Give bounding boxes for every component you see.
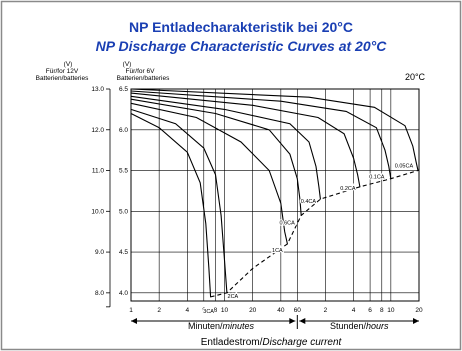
x-tick-label: 20 [249,307,257,314]
x-tick-label: 8 [380,307,384,314]
curve-label-3CA: 3CA [203,309,214,315]
curve-label-0.1CA: 0.1CA [369,175,385,181]
final-voltage-curve [210,169,419,298]
y-left-tick-label: 8.0 [95,290,104,297]
hours-arrow-head-left [299,318,306,324]
y-left-unit: (V) [64,61,73,68]
y-right-tick-label: 4.0 [119,290,128,297]
chart-subtitle: NP Discharge Characteristic Curves at 20… [96,38,388,54]
curve-label-2CA: 2CA [228,294,239,300]
x-tick-label: 4 [185,307,189,314]
y-right-tick-label: 6.5 [119,86,128,93]
x-tick-label: 10 [221,307,229,314]
x-tick-label: 1 [129,307,133,314]
hours-arrow-head-right [413,318,419,324]
y-left-tick-label: 9.0 [95,249,104,256]
curve-0.05CA [130,88,419,172]
curve-0.1CA [130,90,392,180]
x-tick-label: 2 [157,307,161,314]
temperature-label: 20°C [405,72,426,82]
minutes-label: Minuten/minutes [188,321,255,331]
x-tick-label: 4 [352,307,356,314]
curve-1CA [130,102,288,245]
y-left-tick-label: 13.0 [91,86,104,93]
x-tick-label: 6 [202,307,206,314]
plot-border [130,88,420,302]
curve-3CA [130,112,212,298]
x-tick-label: 10 [387,307,395,314]
x-tick-label: 20 [415,307,423,314]
y-right-tick-label: 4.5 [119,249,128,256]
plot-area: 13.0 12.0 11.0 10.0 9.0 8.0 6.5 6.0 5.5 5.0 4.5 4.0… [91,86,423,329]
curve-label-0.05CA: 0.05CA [395,164,414,170]
y-left-tick-label: 10.0 [91,208,104,215]
curve-0.6CA [130,98,302,216]
y-right-tick-label: 5.5 [119,168,128,175]
x-axis-title: Entladestrom/Discharge current [201,337,343,348]
y-right-label-2: Batterien/batteries [117,75,171,82]
curve-label-1CA: 1CA [272,248,283,254]
y-right-label-1: Für/for 6V [126,68,156,75]
x-tick-label: 8 [214,307,218,314]
curve-label-0.2CA: 0.2CA [340,186,356,192]
curve-0.2CA [130,92,361,188]
y-left-label-2: Batterien/batteries [36,75,90,82]
chart-title: NP Entladecharakteristik bei 20°C [129,19,353,35]
curve-label-0.4CA: 0.4CA [301,199,317,205]
y-right-tick-label: 5.0 [119,208,128,215]
y-left-tick-label: 11.0 [92,168,105,175]
x-tick-label: 6 [368,307,372,314]
y-left-tick-label: 12.0 [91,127,104,134]
x-tick-label: 60 [294,307,302,314]
x-tick-label: 2 [324,307,328,314]
minutes-arrow-head-left [131,318,137,324]
minutes-arrow-head-right [289,318,296,324]
x-tick-label: 40 [277,307,285,314]
y-right-unit: (V) [123,61,132,68]
y-left-label-1: Für/for 12V [46,68,79,75]
y-right-tick-label: 6.0 [119,127,128,134]
curve-label-0.6CA: 0.6CA [280,220,296,226]
hours-label: Stunden/hours [330,321,389,331]
curve-2CA [130,108,228,294]
curve-0.4CA [130,95,321,200]
